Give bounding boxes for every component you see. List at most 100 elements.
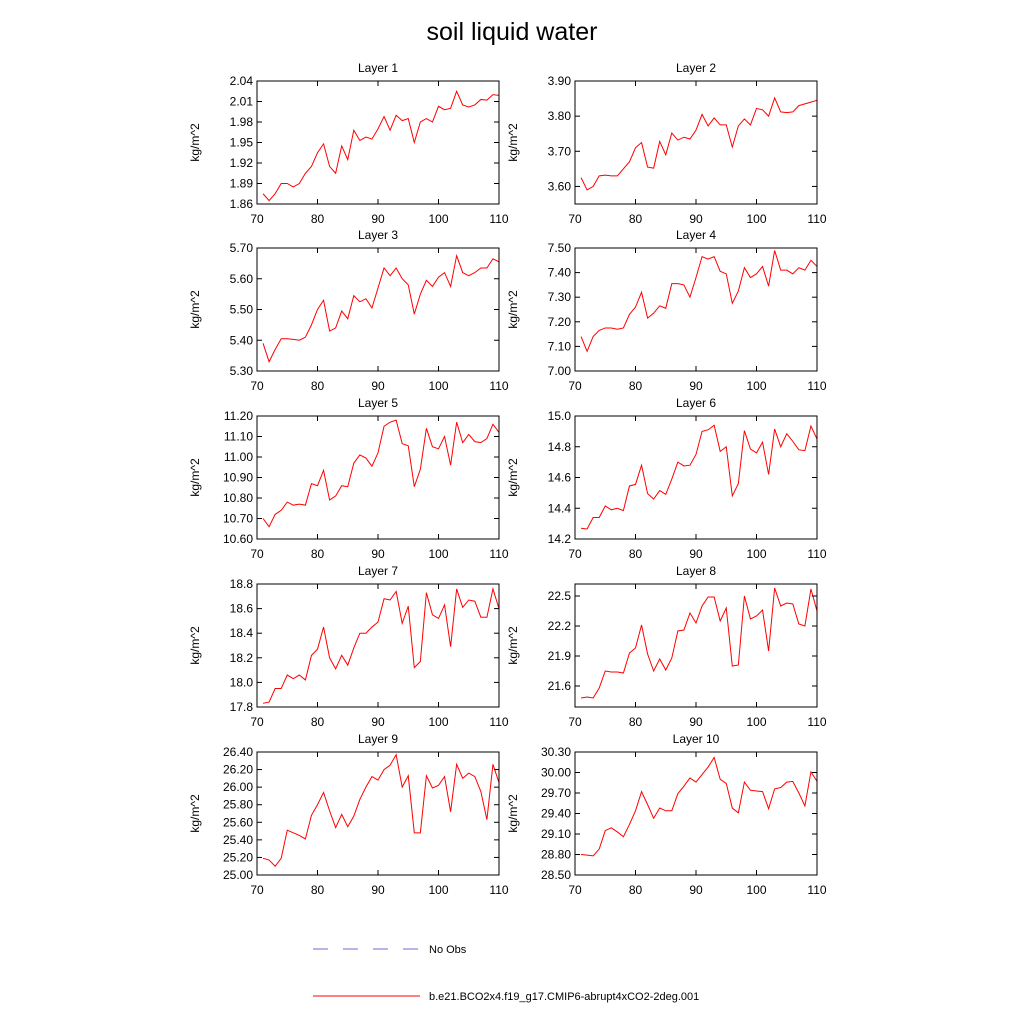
y-tick-label: 14.4: [548, 501, 572, 515]
y-axis-label: kg/m^2: [506, 290, 520, 329]
y-tick-label: 10.70: [223, 512, 253, 526]
x-tick-label: 70: [568, 883, 582, 897]
data-line: [580, 250, 818, 353]
x-tick-label: 110: [807, 212, 826, 226]
y-tick-label: 7.50: [548, 241, 572, 255]
y-tick-label: 1.92: [230, 156, 254, 170]
y-tick-label: 5.40: [230, 333, 254, 347]
x-tick-label: 80: [629, 715, 643, 729]
x-tick-label: 90: [371, 212, 385, 226]
data-line: [262, 89, 500, 202]
y-tick-label: 1.86: [230, 197, 254, 211]
x-tick-label: 70: [250, 883, 264, 897]
y-axis-label: kg/m^2: [188, 123, 202, 162]
x-tick-label: 100: [428, 715, 448, 729]
y-tick-label: 2.01: [230, 95, 254, 109]
x-tick-label: 80: [311, 883, 325, 897]
y-tick-label: 11.20: [224, 409, 253, 423]
x-tick-label: 90: [689, 379, 703, 393]
y-tick-label: 30.30: [541, 745, 571, 759]
y-tick-label: 7.30: [548, 290, 572, 304]
y-tick-label: 10.90: [223, 471, 253, 485]
data-line: [580, 96, 818, 191]
y-tick-label: 29.40: [541, 807, 571, 821]
data-line: [262, 753, 500, 867]
x-tick-label: 90: [689, 715, 703, 729]
x-tick-label: 100: [428, 212, 448, 226]
x-tick-label: 70: [250, 547, 264, 561]
y-tick-label: 26.20: [223, 763, 253, 777]
x-tick-label: 100: [746, 547, 766, 561]
panel-title: Layer 2: [676, 61, 716, 75]
x-tick-label: 80: [629, 883, 643, 897]
y-tick-label: 18.8: [230, 577, 254, 591]
x-tick-label: 90: [371, 547, 385, 561]
y-tick-label: 3.80: [548, 109, 572, 123]
x-tick-label: 90: [371, 379, 385, 393]
y-tick-label: 3.90: [548, 74, 572, 88]
y-tick-label: 26.40: [223, 745, 253, 759]
y-tick-label: 10.80: [223, 491, 253, 505]
x-tick-label: 70: [250, 379, 264, 393]
x-tick-label: 110: [489, 883, 508, 897]
x-tick-label: 100: [428, 883, 448, 897]
panel-title: Layer 8: [676, 564, 716, 578]
data-line: [262, 419, 500, 528]
panel-title: Layer 10: [673, 732, 720, 746]
y-axis-label: kg/m^2: [188, 458, 202, 497]
y-tick-label: 5.70: [230, 241, 254, 255]
y-tick-label: 3.60: [548, 179, 572, 193]
x-tick-label: 80: [629, 379, 643, 393]
y-tick-label: 18.4: [230, 626, 254, 640]
x-tick-label: 80: [311, 547, 325, 561]
panel-title: Layer 7: [358, 564, 398, 578]
x-tick-label: 70: [568, 547, 582, 561]
legend-label: No Obs: [429, 944, 467, 956]
panel-title: Layer 4: [676, 228, 716, 242]
panel-title: Layer 6: [676, 396, 716, 410]
y-tick-label: 25.40: [223, 833, 253, 847]
y-tick-label: 29.10: [541, 827, 571, 841]
y-tick-label: 22.5: [548, 589, 572, 603]
y-tick-label: 1.98: [230, 115, 254, 129]
y-tick-label: 7.20: [548, 315, 572, 329]
x-tick-label: 70: [568, 379, 582, 393]
y-tick-label: 1.95: [230, 136, 254, 150]
y-tick-label: 29.70: [541, 786, 571, 800]
y-tick-label: 25.20: [223, 850, 253, 864]
figure-title: soil liquid water: [427, 18, 598, 46]
y-tick-label: 5.60: [230, 272, 254, 286]
x-tick-label: 90: [689, 212, 703, 226]
data-line: [262, 586, 500, 704]
y-tick-label: 18.6: [230, 602, 254, 616]
x-tick-label: 90: [371, 715, 385, 729]
x-tick-label: 90: [689, 547, 703, 561]
y-tick-label: 3.70: [548, 144, 572, 158]
x-tick-label: 110: [807, 547, 826, 561]
x-tick-label: 70: [250, 212, 264, 226]
x-tick-label: 70: [568, 212, 582, 226]
panel-title: Layer 3: [358, 228, 398, 242]
y-tick-label: 7.40: [548, 266, 572, 280]
y-tick-label: 1.89: [230, 177, 254, 191]
y-tick-label: 15.0: [548, 409, 572, 423]
y-tick-label: 7.10: [548, 339, 572, 353]
y-tick-label: 30.00: [541, 766, 571, 780]
y-tick-label: 25.60: [223, 815, 253, 829]
x-tick-label: 100: [746, 883, 766, 897]
data-line: [580, 424, 818, 530]
x-tick-label: 90: [689, 883, 703, 897]
y-tick-label: 7.00: [548, 364, 572, 378]
x-tick-label: 70: [250, 715, 264, 729]
data-line: [580, 587, 818, 699]
y-tick-label: 28.50: [541, 868, 571, 882]
y-axis-label: kg/m^2: [188, 626, 202, 665]
y-tick-label: 18.0: [230, 675, 254, 689]
x-tick-label: 100: [428, 547, 448, 561]
y-axis-label: kg/m^2: [506, 123, 520, 162]
panel-title: Layer 5: [358, 396, 398, 410]
y-tick-label: 14.8: [548, 440, 572, 454]
x-tick-label: 110: [807, 379, 826, 393]
x-tick-label: 90: [371, 883, 385, 897]
